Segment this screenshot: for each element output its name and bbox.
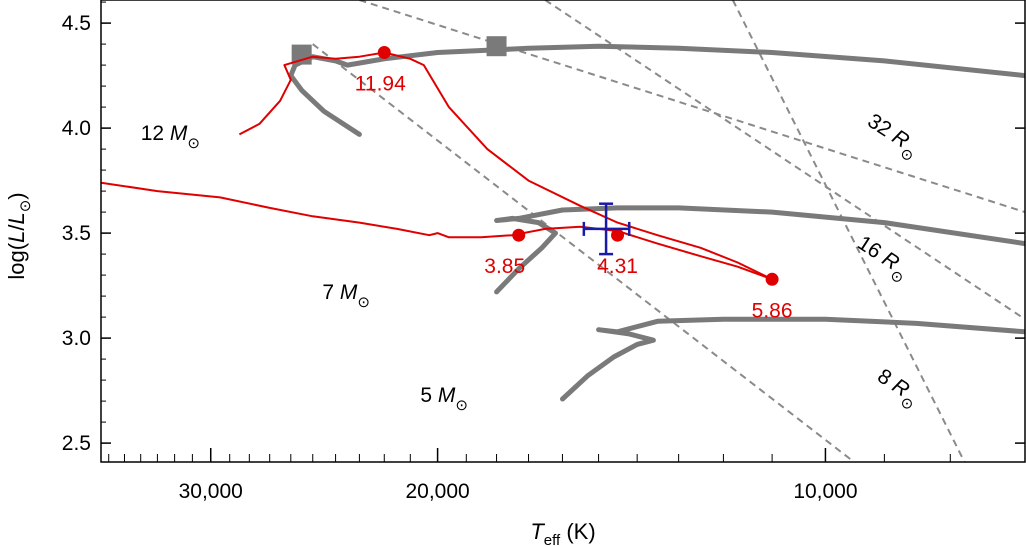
- age-marker-label: 3.85: [484, 255, 525, 278]
- age-marker: [765, 272, 779, 286]
- mass-label-7: 7 M⊙: [322, 281, 370, 311]
- axes: 2.5 3.0 3.5 4.0 4.5 30,000 20,000 10,000 Teff (K…: [4, 0, 1026, 547]
- radius-line-0: [359, 0, 1025, 214]
- x-tick-label: 30,000: [179, 480, 243, 503]
- annotations: 12 M⊙ 7 M⊙ 5 M⊙ 32 R⊙ 16 R⊙ 8 R⊙: [141, 109, 924, 415]
- age-marker-label: 11.94: [355, 73, 406, 96]
- radius-label-32: 32 R⊙: [860, 109, 924, 165]
- track-12-msun: [288, 43, 1025, 137]
- track-square-marker: [291, 44, 312, 65]
- mass-label-5: 5 M⊙: [420, 384, 468, 414]
- age-marker: [512, 228, 526, 242]
- age-marker: [377, 46, 391, 59]
- track-5-msun: [560, 316, 1025, 402]
- radius-line-1: [544, 0, 1025, 321]
- y-tick-label: 3.0: [62, 327, 91, 350]
- y-tick-label: 3.5: [62, 222, 91, 245]
- radius-label-8: 8 R⊙: [869, 365, 923, 415]
- y-axis-title: log(L/L⊙): [4, 192, 34, 279]
- radius-line-2: [731, 0, 966, 462]
- plot-frame: [100, 0, 1026, 463]
- track-7-msun: [494, 205, 1025, 295]
- markers: 11.94 3.85 4.31 5.86: [355, 46, 793, 322]
- stellar-tracks: [288, 36, 1025, 402]
- x-tick-label: 10,000: [793, 480, 857, 503]
- binary-tracks: [101, 51, 773, 281]
- y-tick-label: 4.0: [62, 117, 91, 140]
- radius-lines: [312, 0, 1025, 462]
- x-axis-title: Teff (K): [530, 519, 595, 547]
- observation: [582, 202, 631, 256]
- x-tick-label: 20,000: [405, 480, 469, 503]
- y-tick-label: 2.5: [62, 432, 91, 455]
- binary-track-1: [101, 181, 773, 281]
- radius-line-3: [312, 43, 855, 462]
- y-tick-label: 4.5: [62, 12, 91, 35]
- binary-track-0: [238, 51, 773, 281]
- age-marker-label: 5.86: [752, 299, 793, 322]
- track-square-marker: [486, 36, 507, 57]
- age-marker: [611, 228, 625, 242]
- age-marker-label: 4.31: [597, 255, 638, 278]
- radius-label-16: 16 R⊙: [850, 231, 914, 287]
- mass-label-12: 12 M⊙: [141, 122, 200, 152]
